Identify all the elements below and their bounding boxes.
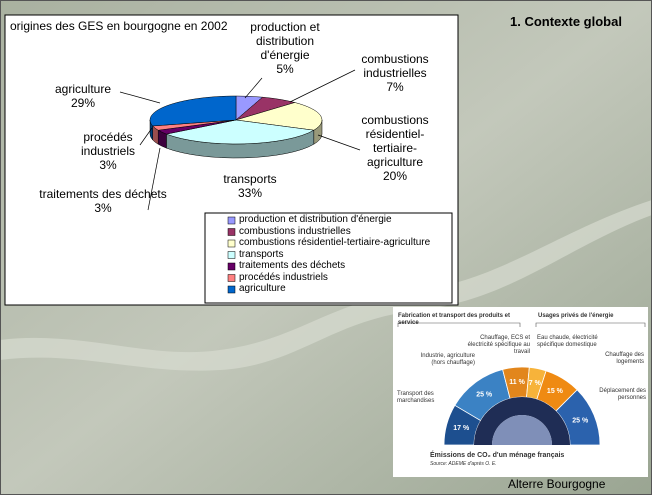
donut-category-label: Déplacement des personnes [599, 388, 646, 401]
legend-swatch [227, 216, 236, 225]
credit: Alterre Bourgogne [508, 477, 606, 491]
pie-label-value: 5% [276, 62, 294, 76]
legend-label: procédés industriels [239, 271, 328, 283]
leader-line [139, 127, 153, 146]
leader-line [289, 69, 356, 103]
pie-slice [235, 102, 323, 131]
donut-value-label: 25 % [476, 391, 493, 398]
pie-label-name: agriculture [54, 82, 112, 96]
river [0, 200, 652, 371]
donut-category-label: Chauffage, ECS et électricité spécifique… [467, 335, 530, 355]
slide-heading: 1. Contexte global [510, 14, 622, 29]
donut-core [492, 415, 552, 445]
donut-category-label: Eau chaude, électricité spécifique domes… [537, 335, 598, 348]
infographic-source: Source: ADEME d'après O. E. [430, 461, 497, 467]
group-label: Fabrication et transport des produits et… [398, 313, 511, 326]
pie-slice [149, 95, 237, 127]
donut-category-label: Industrie, agriculture (hors chauffage) [420, 353, 475, 366]
pie-label-value: 3% [94, 201, 112, 215]
legend-swatch [227, 262, 236, 271]
pie-label: combustions résidentiel-tertiaire-agricu… [355, 113, 435, 183]
donut-category-label: Transport des marchandises [397, 391, 435, 404]
legend-swatch [227, 274, 236, 282]
donut-value-label: 17 % [453, 425, 470, 432]
pie-label-name: transports [223, 172, 277, 186]
pie-slice [165, 119, 315, 145]
legend-swatch [227, 251, 236, 259]
leader-line [244, 77, 263, 99]
donut-value-label: 7 % [529, 380, 542, 387]
pie-label-value: 20% [382, 169, 408, 183]
pie-label-value: 7% [386, 80, 404, 94]
donut-inner-ring [474, 397, 570, 445]
legend-swatch [227, 285, 236, 294]
pie-label: combustions industrielles 7% [345, 52, 445, 94]
legend-label: combustions industrielles [239, 225, 351, 237]
donut-value-label: 11 % [509, 379, 525, 386]
legend-label: transports [239, 248, 284, 260]
pie-label-name: production et distribution d'énergie [250, 20, 320, 62]
pie-label: transports 33% [205, 172, 295, 200]
legend-box [204, 212, 453, 304]
leader-line [119, 91, 161, 104]
pie-label: procédés industriels 3% [68, 130, 148, 172]
pie-label-value: 33% [237, 186, 263, 200]
pie-label-name: procédés industriels [80, 130, 136, 158]
chart-title: origines des GES en bourgogne en 2002 [10, 19, 228, 33]
legend-label: traitements des déchets [239, 260, 346, 271]
legend-label: agriculture [239, 283, 286, 294]
legend-swatch [227, 239, 236, 248]
donut-value-label: 25 % [572, 418, 589, 425]
donut-category-label: Chauffage des logements [605, 352, 644, 365]
pie-label-name: traitements des déchets [39, 187, 167, 201]
leader-line [147, 147, 161, 211]
leader-line [317, 134, 361, 151]
group-brackets [397, 322, 646, 327]
legend-label: production et distribution d'énergie [239, 214, 392, 225]
legend-label: combustions résidentiel-tertiaire-agricu… [239, 237, 431, 248]
donut-value-label: 15 % [547, 388, 564, 395]
pie-label: agriculture 29% [33, 82, 133, 110]
pie-label-value: 29% [70, 96, 96, 110]
infographic-title: Émissions de CO₂ d'un ménage français [430, 452, 565, 459]
pie-label-name: combustions résidentiel-tertiaire-agricu… [361, 113, 429, 169]
pie-label-name: combustions industrielles [361, 52, 429, 80]
group-label: Usages privés de l'énergie [538, 313, 614, 319]
legend-swatch [227, 228, 236, 236]
pie-label: production et distribution d'énergie 5% [240, 20, 330, 76]
pie-label-value: 3% [99, 158, 117, 172]
pie-label: traitements des déchets 3% [28, 187, 178, 215]
